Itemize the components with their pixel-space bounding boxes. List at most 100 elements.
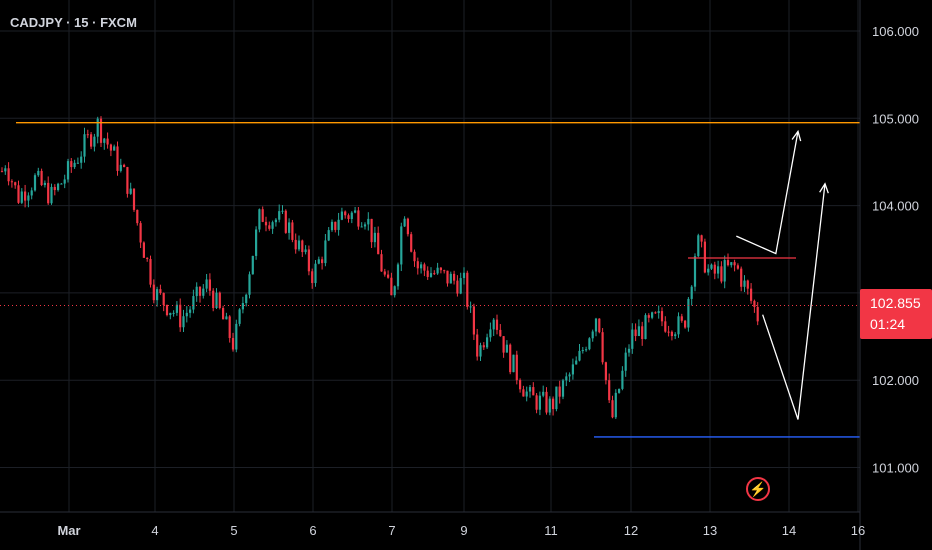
candle-body — [225, 316, 228, 320]
candle-body — [439, 267, 442, 271]
candle-body — [723, 260, 726, 282]
candle-body — [337, 219, 340, 230]
candle-body — [10, 181, 13, 183]
candle-body — [390, 277, 393, 296]
candle-body — [347, 215, 350, 220]
candle-body — [575, 360, 578, 365]
candle-body — [245, 294, 248, 304]
candle-body — [238, 309, 241, 324]
candle-body — [472, 306, 475, 335]
candle-body — [109, 144, 112, 151]
projection-bearish-then-bullish-path[interactable] — [762, 183, 826, 420]
candle-body — [753, 300, 756, 308]
candle-body — [218, 292, 221, 309]
candle-body — [80, 156, 83, 163]
projection-arrows[interactable] — [736, 129, 829, 420]
candle-body — [241, 303, 244, 310]
candle-body — [231, 338, 235, 350]
candle-body — [654, 312, 657, 314]
projection-bullish-path[interactable] — [736, 131, 799, 255]
candle-body — [73, 162, 76, 168]
candle-body — [261, 209, 264, 222]
x-tick-label: 9 — [460, 523, 467, 538]
arrow-head — [791, 129, 802, 142]
candle-body — [324, 240, 327, 264]
price-axis[interactable]: 106.000105.000104.000103.000102.000101.0… — [859, 0, 919, 550]
candle-body — [344, 211, 347, 216]
x-tick-label: 13 — [703, 523, 717, 538]
candle-body — [198, 286, 202, 296]
candle-body — [340, 211, 343, 220]
candle-body — [614, 392, 617, 418]
candle-body — [604, 362, 607, 381]
candle-body — [396, 264, 400, 287]
candle-body — [637, 326, 640, 337]
candle-body — [515, 354, 518, 381]
candle-body — [436, 267, 439, 274]
candle-body — [175, 304, 178, 313]
candle-body — [710, 264, 713, 269]
candle-body — [350, 212, 353, 220]
candle-body — [142, 242, 145, 258]
time-axis[interactable]: Mar 4 5 6 7 9 11 12 13 14 16 — [0, 511, 865, 538]
candle-body — [334, 221, 337, 230]
candle-body — [264, 221, 268, 226]
candle-body — [459, 278, 462, 294]
candle-body — [621, 370, 624, 389]
candle-body — [631, 329, 634, 349]
candle-body — [113, 146, 116, 151]
horizontal-levels[interactable] — [0, 122, 860, 438]
lightning-icon[interactable]: ⚡ — [746, 477, 770, 501]
candle-body — [482, 345, 485, 348]
candle-body — [119, 164, 122, 171]
candle-body — [235, 323, 238, 350]
candle-body — [387, 274, 390, 278]
candle-body — [449, 273, 452, 284]
candle-body — [192, 296, 195, 310]
candle-body — [357, 210, 360, 227]
candle-body — [63, 179, 66, 184]
candle-body — [195, 286, 198, 297]
candle-body — [591, 331, 594, 339]
candle-body — [268, 225, 271, 229]
y-tick-label: 102.000 — [872, 373, 919, 388]
candle-body — [730, 262, 733, 266]
candle-body — [416, 261, 419, 269]
candle-body — [301, 240, 304, 253]
candle-body — [17, 185, 20, 203]
candle-body — [53, 186, 56, 191]
candle-body — [291, 222, 294, 240]
candle-body — [33, 175, 37, 191]
candle-body — [750, 288, 753, 301]
candle-body — [311, 271, 314, 284]
candle-body — [0, 171, 4, 173]
current-price-label: 102.855 — [870, 295, 921, 311]
symbol-title[interactable]: CADJPY · 15 · FXCM — [10, 15, 137, 30]
candle-body — [601, 332, 604, 363]
candle-body — [228, 316, 231, 339]
candle-body — [185, 312, 188, 317]
candle-body — [377, 232, 380, 255]
x-tick-label: 14 — [782, 523, 796, 538]
candle-body — [96, 118, 99, 137]
candle-body — [740, 268, 743, 287]
candle-body — [354, 210, 357, 213]
candle-body — [159, 289, 162, 293]
candle-body — [307, 249, 310, 272]
candle-body — [486, 337, 489, 348]
candle-body — [717, 266, 720, 274]
candle-body — [466, 272, 469, 307]
candle-body — [443, 270, 446, 272]
candle-body — [251, 255, 254, 275]
candle-body — [165, 304, 169, 316]
current-price-badge: 102.855 01:24 — [860, 289, 932, 339]
candle-body — [367, 218, 370, 225]
candle-body — [400, 226, 403, 265]
candle-body — [644, 315, 647, 340]
candle-body — [182, 316, 185, 328]
candle-body — [495, 319, 499, 330]
candle-body — [647, 315, 650, 318]
y-tick-label: 101.000 — [872, 461, 919, 476]
candle-body — [684, 320, 687, 328]
